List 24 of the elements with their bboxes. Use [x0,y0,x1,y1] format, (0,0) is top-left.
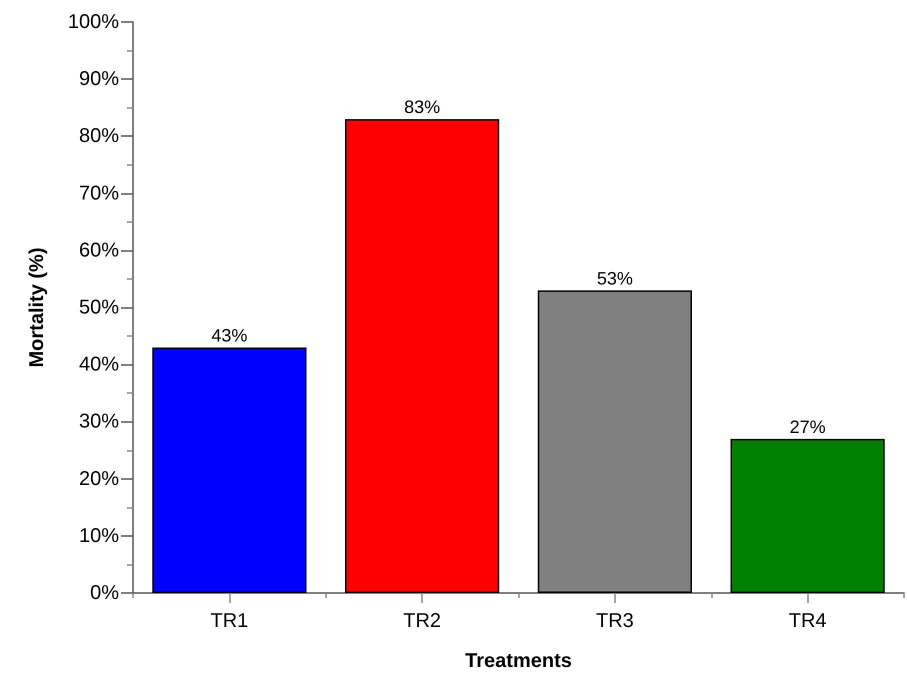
x-tick-label: TR2 [403,610,442,632]
x-tick-label: TR4 [788,610,827,632]
y-tick-label: 90% [78,68,120,90]
data-label: 83% [404,97,440,118]
data-label: 53% [596,268,633,288]
y-tick-label: 0% [90,582,120,604]
x-tick-label: TR3 [596,610,634,632]
bar [345,119,500,593]
x-axis-title: Treatments [465,650,572,672]
y-tick-label: 70% [78,182,120,204]
y-tick-label: 30% [78,410,120,433]
data-label: 27% [790,416,826,437]
y-tick-label: 80% [78,125,120,148]
y-tick-label: 10% [78,524,120,547]
bar [152,347,306,593]
y-tick-label: 50% [78,296,120,318]
data-label: 43% [211,325,248,346]
bar [730,438,885,593]
y-tick-label: 100% [68,11,120,33]
y-tick-label: 20% [78,468,120,490]
y-axis-title: Mortality (%) [26,248,48,368]
x-tick-label: TR1 [210,610,248,632]
y-tick-label: 60% [78,239,120,262]
y-tick-label: 40% [78,354,120,376]
